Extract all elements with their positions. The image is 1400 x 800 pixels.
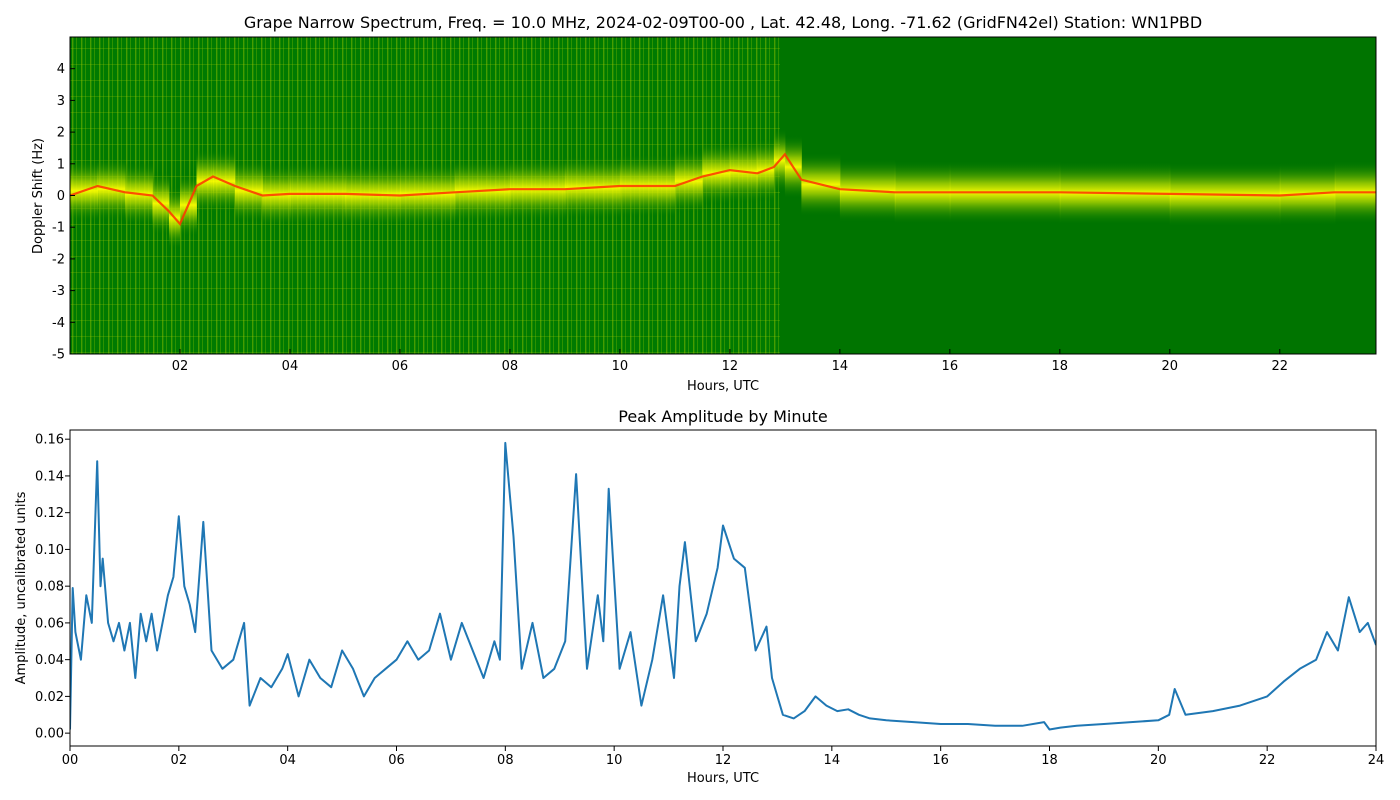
spectrogram-xtick-label: 06	[392, 359, 409, 374]
amplitude-xtick-label: 24	[1368, 753, 1385, 768]
spectrogram-xtick-label: 10	[612, 359, 629, 374]
spectrogram-xtick-label: 02	[172, 359, 189, 374]
spectrogram-ytick-label: -3	[52, 284, 65, 299]
spectrogram-xtick-label: 22	[1271, 359, 1288, 374]
spectrogram-ytick-label: -1	[52, 221, 65, 236]
amplitude-xtick-label: 06	[388, 753, 405, 768]
amplitude-ytick-label: 0.04	[35, 653, 64, 668]
spectrogram-ylabel: Doppler Shift (Hz)	[31, 138, 46, 254]
amplitude-chart: Peak Amplitude by Minute 00 02 04 06 08 10 12 1…	[14, 407, 1384, 786]
spectrogram-chart: Grape Narrow Spectrum, Freq. = 10.0 MHz,…	[31, 13, 1377, 394]
amplitude-ytick-label: 0.00	[35, 727, 64, 742]
spectrogram-xtick-label: 20	[1162, 359, 1179, 374]
amplitude-xtick-label: 08	[497, 753, 514, 768]
spectrogram-xtick-label: 14	[832, 359, 849, 374]
amplitude-xtick-label: 00	[62, 753, 79, 768]
spectrogram-xtick-label: 08	[502, 359, 519, 374]
amplitude-xtick-label: 02	[171, 753, 188, 768]
spectrogram-xtick-label: 04	[282, 359, 299, 374]
amplitude-ylabel: Amplitude, uncalibrated units	[14, 491, 29, 684]
amplitude-title: Peak Amplitude by Minute	[618, 407, 828, 426]
amplitude-xtick-label: 22	[1259, 753, 1276, 768]
amplitude-xlabel: Hours, UTC	[687, 771, 759, 786]
amplitude-xtick-label: 14	[824, 753, 841, 768]
amplitude-ytick-label: 0.08	[35, 580, 64, 595]
amplitude-ytick-label: 0.06	[35, 616, 64, 631]
spectrogram-xtick-label: 18	[1052, 359, 1069, 374]
spectrogram-ytick-label: 0	[57, 189, 65, 204]
amplitude-ytick-label: 0.16	[35, 433, 64, 448]
amplitude-ytick-label: 0.12	[35, 506, 64, 521]
spectrogram-ytick-label: 2	[57, 126, 65, 141]
amplitude-xtick-label: 10	[606, 753, 623, 768]
spectrogram-ytick-label: 3	[57, 94, 65, 109]
amplitude-xtick-label: 12	[715, 753, 732, 768]
amplitude-plot-background	[70, 430, 1376, 746]
spectrogram-xtick-label: 12	[722, 359, 739, 374]
spectrogram-xlabel: Hours, UTC	[687, 379, 759, 394]
spectrogram-ytick-label: 4	[57, 62, 65, 77]
amplitude-series-line	[70, 441, 1376, 731]
amplitude-ytick-label: 0.02	[35, 690, 64, 705]
spectrogram-xtick-label: 16	[942, 359, 959, 374]
spectrogram-ytick-label: 1	[57, 157, 65, 172]
amplitude-ytick-label: 0.10	[35, 543, 64, 558]
spectrogram-ytick-label: -5	[52, 348, 65, 363]
amplitude-xtick-label: 18	[1041, 753, 1058, 768]
amplitude-xtick-label: 16	[932, 753, 949, 768]
spectrogram-title: Grape Narrow Spectrum, Freq. = 10.0 MHz,…	[244, 13, 1202, 32]
spectrogram-ytick-label: -4	[52, 316, 65, 331]
spectrogram-ytick-label: -2	[52, 252, 65, 267]
amplitude-xtick-label: 20	[1150, 753, 1167, 768]
amplitude-xtick-label: 04	[279, 753, 296, 768]
amplitude-ytick-label: 0.14	[35, 469, 64, 484]
spectrogram-carrier-trace	[70, 152, 1376, 227]
